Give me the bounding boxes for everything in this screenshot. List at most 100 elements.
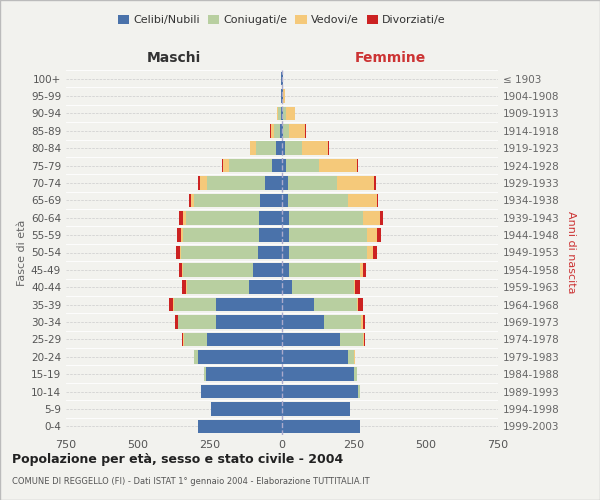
Bar bbox=[259, 211, 282, 224]
Bar bbox=[177, 228, 181, 242]
Bar bbox=[229, 159, 272, 172]
Bar bbox=[283, 124, 289, 138]
Bar bbox=[282, 194, 288, 207]
Bar bbox=[189, 194, 191, 207]
Bar bbox=[181, 228, 182, 242]
Bar bbox=[259, 228, 282, 242]
Bar bbox=[286, 159, 319, 172]
Bar bbox=[174, 298, 216, 312]
Bar bbox=[362, 332, 364, 346]
Bar bbox=[199, 350, 282, 364]
Bar bbox=[348, 350, 354, 364]
Text: COMUNE DI REGGELLO (FI) - Dati ISTAT 1° gennaio 2004 - Elaborazione TUTTITALIA.I: COMUNE DI REGGELLO (FI) - Dati ISTAT 1° … bbox=[12, 478, 370, 486]
Bar bbox=[216, 298, 282, 312]
Bar bbox=[354, 368, 357, 381]
Bar bbox=[182, 332, 184, 346]
Bar bbox=[206, 368, 282, 381]
Bar bbox=[282, 228, 289, 242]
Bar bbox=[191, 194, 194, 207]
Bar bbox=[348, 194, 377, 207]
Text: Popolazione per età, sesso e stato civile - 2004: Popolazione per età, sesso e stato civil… bbox=[12, 452, 343, 466]
Bar bbox=[181, 246, 257, 260]
Bar bbox=[282, 176, 288, 190]
Bar bbox=[282, 106, 283, 120]
Bar bbox=[282, 368, 354, 381]
Bar bbox=[377, 194, 379, 207]
Bar bbox=[199, 176, 200, 190]
Bar bbox=[282, 142, 285, 155]
Bar bbox=[357, 298, 358, 312]
Bar bbox=[280, 124, 282, 138]
Bar bbox=[175, 315, 178, 329]
Bar bbox=[282, 124, 283, 138]
Bar bbox=[357, 159, 358, 172]
Bar bbox=[360, 263, 362, 276]
Bar bbox=[282, 332, 340, 346]
Bar bbox=[289, 228, 367, 242]
Bar bbox=[176, 246, 180, 260]
Bar bbox=[185, 211, 259, 224]
Bar bbox=[324, 315, 361, 329]
Bar bbox=[367, 246, 373, 260]
Bar bbox=[337, 176, 374, 190]
Bar bbox=[288, 176, 337, 190]
Bar bbox=[282, 385, 358, 398]
Bar bbox=[194, 350, 199, 364]
Bar bbox=[182, 263, 253, 276]
Bar bbox=[362, 211, 380, 224]
Bar bbox=[288, 194, 348, 207]
Bar bbox=[249, 280, 282, 294]
Bar bbox=[211, 402, 282, 415]
Text: Femmine: Femmine bbox=[355, 51, 425, 65]
Bar bbox=[277, 106, 278, 120]
Bar bbox=[289, 211, 362, 224]
Bar bbox=[282, 246, 289, 260]
Bar bbox=[178, 315, 216, 329]
Bar bbox=[182, 280, 187, 294]
Bar bbox=[289, 124, 305, 138]
Bar bbox=[200, 176, 207, 190]
Bar bbox=[216, 315, 282, 329]
Bar bbox=[292, 280, 354, 294]
Bar bbox=[286, 106, 295, 120]
Text: Maschi: Maschi bbox=[147, 51, 201, 65]
Bar bbox=[221, 159, 223, 172]
Bar bbox=[183, 211, 185, 224]
Bar bbox=[302, 142, 328, 155]
Bar bbox=[282, 402, 350, 415]
Bar bbox=[253, 263, 282, 276]
Bar bbox=[289, 246, 367, 260]
Bar bbox=[282, 350, 348, 364]
Bar bbox=[282, 263, 289, 276]
Bar bbox=[319, 159, 357, 172]
Bar bbox=[361, 315, 362, 329]
Bar bbox=[362, 263, 365, 276]
Bar bbox=[256, 142, 276, 155]
Bar bbox=[358, 385, 360, 398]
Bar bbox=[180, 246, 181, 260]
Bar bbox=[373, 246, 377, 260]
Bar bbox=[187, 280, 249, 294]
Bar bbox=[204, 368, 206, 381]
Bar bbox=[340, 332, 362, 346]
Bar bbox=[194, 194, 260, 207]
Bar bbox=[355, 280, 360, 294]
Bar bbox=[354, 280, 355, 294]
Bar bbox=[282, 159, 286, 172]
Bar bbox=[179, 211, 183, 224]
Bar bbox=[289, 263, 360, 276]
Bar bbox=[282, 211, 289, 224]
Bar bbox=[377, 228, 382, 242]
Bar bbox=[184, 332, 207, 346]
Y-axis label: Anni di nascita: Anni di nascita bbox=[566, 211, 576, 294]
Bar bbox=[281, 106, 282, 120]
Bar bbox=[169, 298, 173, 312]
Bar bbox=[271, 124, 274, 138]
Bar bbox=[260, 194, 282, 207]
Bar bbox=[257, 246, 282, 260]
Bar bbox=[276, 142, 282, 155]
Legend: Celibi/Nubili, Coniugati/e, Vedovi/e, Divorziati/e: Celibi/Nubili, Coniugati/e, Vedovi/e, Di… bbox=[114, 10, 450, 30]
Bar bbox=[223, 159, 229, 172]
Bar bbox=[358, 298, 362, 312]
Bar bbox=[380, 211, 383, 224]
